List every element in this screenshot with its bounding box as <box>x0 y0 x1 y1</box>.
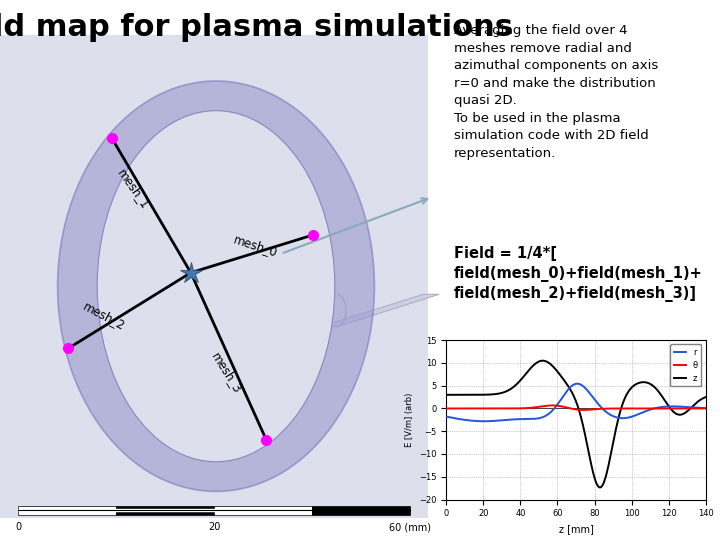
Text: 0: 0 <box>15 522 21 532</box>
Text: 20: 20 <box>208 522 221 532</box>
Bar <box>18 506 116 515</box>
Text: Field = 1/4*[
field(mesh_0)+field(mesh_1)+
field(mesh_2)+field(mesh_3)]: Field = 1/4*[ field(mesh_0)+field(mesh_1… <box>454 246 702 302</box>
Bar <box>116 506 215 515</box>
X-axis label: z [mm]: z [mm] <box>559 524 593 534</box>
Text: mesh_3: mesh_3 <box>210 350 244 395</box>
Text: mesh_0: mesh_0 <box>232 232 279 259</box>
Polygon shape <box>320 294 439 327</box>
Bar <box>215 506 312 515</box>
FancyBboxPatch shape <box>0 35 428 518</box>
Text: mesh_1: mesh_1 <box>114 166 152 212</box>
Bar <box>312 506 410 515</box>
Y-axis label: E [V/m] (arb): E [V/m] (arb) <box>405 393 413 447</box>
Text: Averaging the field over 4
meshes remove radial and
azimuthal components on axis: Averaging the field over 4 meshes remove… <box>454 24 658 160</box>
Legend: r, θ, z: r, θ, z <box>670 345 701 386</box>
Text: mesh_2: mesh_2 <box>81 299 127 333</box>
Text: Field map for plasma simulations: Field map for plasma simulations <box>0 14 513 43</box>
Ellipse shape <box>97 111 335 462</box>
Ellipse shape <box>58 81 374 491</box>
Text: 60 (mm): 60 (mm) <box>390 522 431 532</box>
